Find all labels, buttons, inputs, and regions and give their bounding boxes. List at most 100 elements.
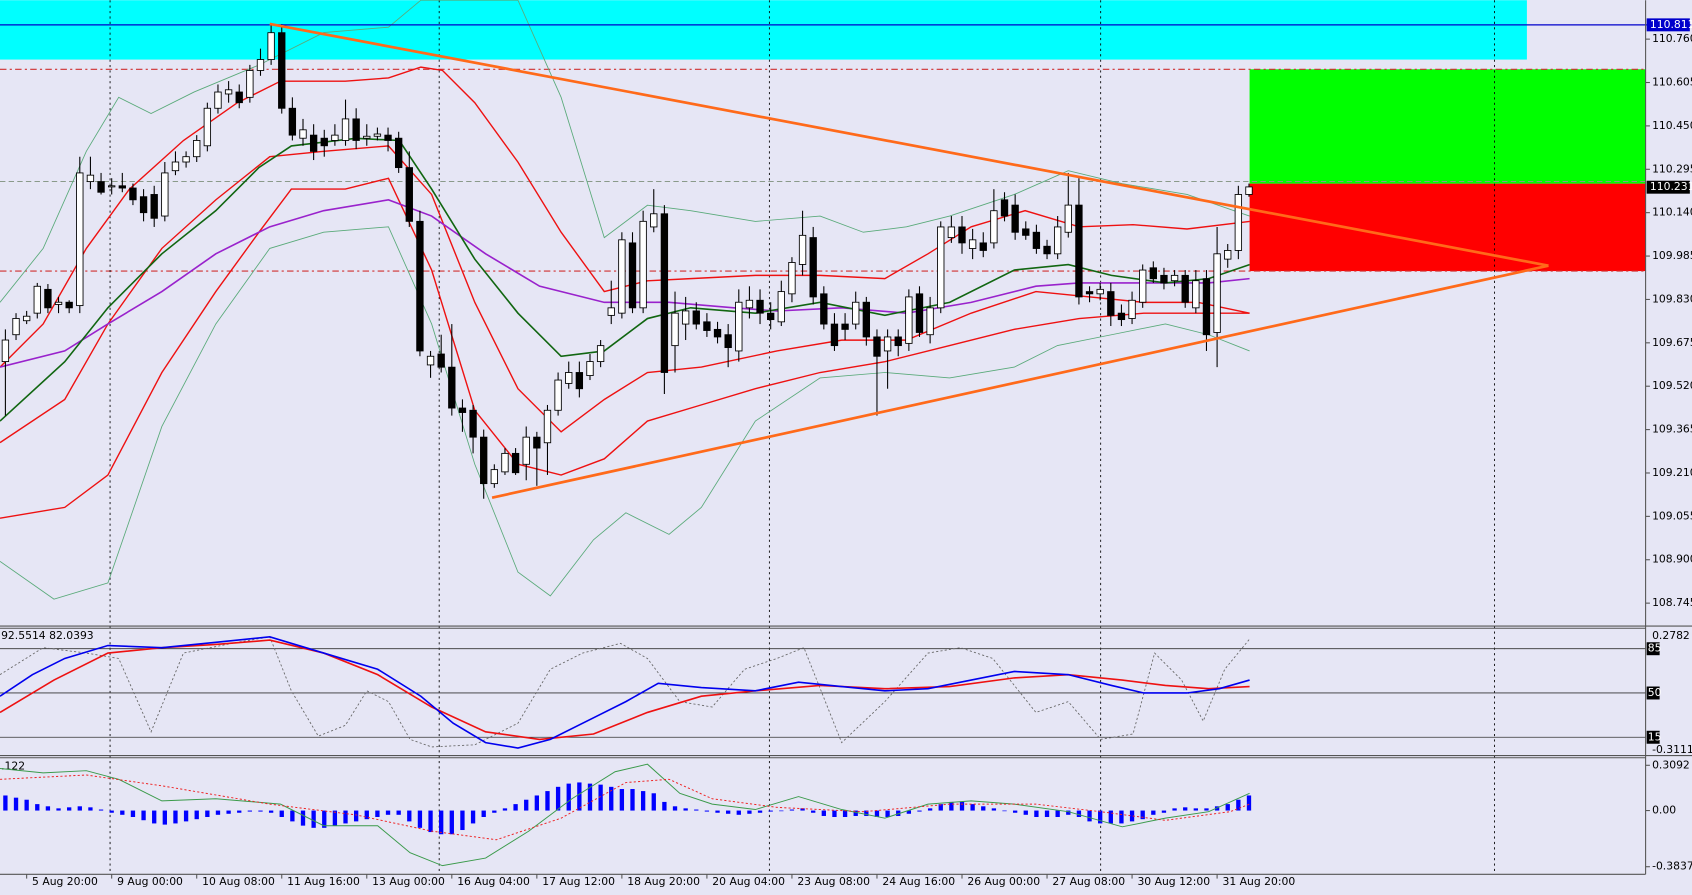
- level-box: [1646, 730, 1660, 744]
- candle-body: [501, 452, 509, 473]
- level-box: [1646, 686, 1660, 700]
- candle-body: [384, 134, 392, 141]
- histogram-bar: [821, 810, 826, 816]
- histogram-bar: [258, 810, 263, 812]
- candle-body: [426, 355, 435, 366]
- histogram-bar: [513, 804, 518, 811]
- histogram-bar: [906, 810, 912, 814]
- envelope-line: [0, 145, 1250, 444]
- histogram-bar: [832, 810, 837, 817]
- candle-body: [883, 336, 892, 352]
- trend-line: [491, 264, 1549, 499]
- candle-body: [416, 220, 424, 352]
- histogram-bar: [598, 784, 603, 811]
- histogram-bar: [407, 810, 412, 822]
- candle-body: [968, 239, 977, 249]
- candle-body: [352, 118, 360, 141]
- candle-body: [235, 91, 243, 104]
- candle-body: [320, 137, 328, 147]
- candle-body: [565, 372, 573, 384]
- price-label: 110.811: [1650, 18, 1692, 31]
- y-tick-label: -0.3837: [1652, 860, 1692, 873]
- histogram-bar: [970, 804, 975, 811]
- candle-body: [193, 140, 201, 158]
- candle-body: [1000, 199, 1009, 217]
- candle-body: [1160, 274, 1168, 284]
- histogram-bar: [1044, 810, 1050, 817]
- candle-body: [1075, 204, 1083, 298]
- y-tick-label: 85: [1648, 642, 1662, 655]
- candle-body: [639, 220, 647, 309]
- candle-body: [65, 301, 73, 309]
- x-tick-label: 20 Aug 04:00: [712, 875, 785, 888]
- frame: [0, 0, 1692, 875]
- histogram-bar: [481, 810, 486, 817]
- histogram-bar: [215, 810, 221, 815]
- histogram-bar: [24, 799, 29, 811]
- histogram-bar: [130, 810, 136, 817]
- moving-average: [0, 137, 1250, 422]
- stop-zone: [1249, 183, 1646, 272]
- histogram-bar: [853, 810, 858, 816]
- histogram-bar: [492, 810, 497, 813]
- candle-body: [830, 323, 839, 347]
- histogram-bar: [35, 804, 40, 811]
- histogram-bar: [566, 783, 571, 811]
- candle-body: [224, 89, 233, 95]
- candle-body: [586, 361, 594, 377]
- candle-body: [405, 167, 413, 222]
- histogram-bar: [1161, 810, 1167, 813]
- histogram-bar: [1214, 806, 1220, 811]
- histogram-bar: [45, 806, 51, 811]
- candle-body: [299, 129, 307, 139]
- histogram-bar: [959, 801, 965, 811]
- y-tick-label: 109.675: [1652, 336, 1692, 349]
- histogram-bar: [364, 810, 369, 820]
- candle-body: [841, 323, 849, 330]
- y-tick-label: 110.295: [1652, 162, 1692, 175]
- histogram-bar: [917, 810, 922, 812]
- candle-body: [798, 234, 807, 265]
- candle-body: [1085, 291, 1094, 295]
- candle-body: [33, 285, 41, 314]
- y-tick-label: 50: [1648, 686, 1662, 699]
- histogram-bar: [555, 786, 561, 811]
- y-tick-label: 110.140: [1652, 206, 1692, 219]
- candle-body: [681, 310, 690, 325]
- histogram-bar: [1098, 810, 1103, 824]
- candle-body: [480, 436, 488, 485]
- x-tick-label: 5 Aug 20:00: [32, 875, 98, 888]
- histogram-bar: [1108, 810, 1113, 824]
- y-tick-label: 109.365: [1652, 423, 1692, 436]
- x-tick-label: 24 Aug 16:00: [882, 875, 955, 888]
- histogram-bar: [449, 810, 454, 835]
- candle-body: [363, 135, 371, 139]
- histogram-bar: [757, 810, 763, 813]
- candle-body: [394, 137, 403, 169]
- candle-body: [947, 226, 956, 239]
- histogram-bar: [311, 810, 316, 828]
- candle-body: [724, 334, 732, 349]
- histogram-bar: [109, 810, 114, 813]
- candle-body: [161, 172, 169, 217]
- candle-body: [1139, 269, 1147, 303]
- histogram-bar: [981, 806, 986, 811]
- histogram-bar: [609, 786, 614, 811]
- panel-title: 92.5514 82.0393: [1, 629, 94, 642]
- candle-body: [22, 315, 31, 322]
- histogram-bar: [524, 799, 529, 811]
- candle-body: [511, 452, 520, 474]
- histogram-bar: [332, 810, 338, 826]
- price-label: 110.231: [1650, 180, 1692, 193]
- candle-body: [937, 226, 945, 309]
- candle-body: [118, 185, 126, 189]
- histogram-bar: [1172, 808, 1177, 811]
- histogram-bar: [88, 807, 93, 811]
- histogram-bar: [683, 808, 688, 811]
- candle-body: [777, 291, 785, 323]
- candle-body: [150, 194, 158, 219]
- histogram-bar: [98, 809, 104, 811]
- candle-body: [650, 213, 658, 228]
- candle-body: [660, 213, 669, 373]
- histogram-bar: [779, 810, 784, 812]
